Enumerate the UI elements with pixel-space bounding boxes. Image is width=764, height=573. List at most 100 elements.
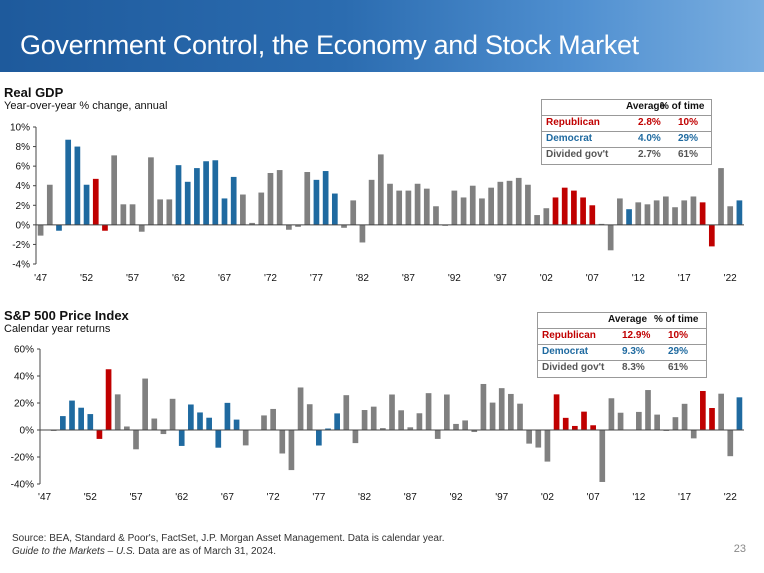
bar-1951	[78, 407, 84, 430]
bar-1952	[87, 414, 94, 430]
bar-2000	[525, 184, 531, 225]
bar-1995	[479, 198, 485, 225]
x-tick-label: '12	[632, 273, 645, 284]
x-tick-label: '47	[34, 273, 47, 284]
bar-2018	[690, 196, 697, 225]
sp-legend-divided-label: Divided gov't	[542, 362, 605, 373]
bar-2012	[635, 202, 642, 225]
bar-1966	[212, 160, 219, 225]
footer-note-italic: Guide to the Markets – U.S.	[12, 546, 136, 557]
sp-legend-republican-avg: 12.9%	[622, 330, 651, 341]
bar-2013	[645, 390, 651, 430]
bar-1967	[221, 198, 228, 225]
bar-1977	[313, 179, 320, 225]
bar-2019	[700, 390, 706, 430]
bar-1962	[175, 165, 182, 225]
bar-1982	[359, 224, 366, 243]
bar-1961	[169, 398, 176, 430]
footer-note-rest: Data are as of March 31, 2024.	[135, 546, 277, 557]
bar-2008	[599, 430, 606, 482]
bar-1979	[334, 413, 340, 430]
bar-1955	[111, 155, 118, 225]
bar-1997	[497, 181, 504, 225]
gdp-chart-title: Real GDP	[4, 85, 64, 100]
bar-1992	[453, 423, 459, 430]
x-tick-label: '52	[84, 492, 97, 503]
bar-1949	[56, 224, 62, 231]
bar-2001	[534, 215, 540, 225]
bar-1975	[297, 387, 304, 430]
bar-1956	[120, 204, 127, 225]
bar-1960	[157, 199, 163, 225]
sp-legend-democrat-avg: 9.3%	[622, 346, 645, 357]
bar-2019	[699, 202, 706, 225]
x-tick-label: '07	[586, 273, 599, 284]
y-tick-label: 10%	[10, 123, 30, 134]
bar-1976	[304, 172, 311, 225]
bar-1967	[224, 402, 231, 430]
gdp-legend-republican-avg: 2.8%	[638, 117, 661, 128]
bar-1984	[377, 154, 384, 225]
bar-1958	[142, 378, 148, 430]
y-tick-label: 8%	[16, 142, 31, 153]
sp-legend-divided-avg: 8.3%	[622, 362, 645, 373]
y-tick-label: -2%	[12, 240, 30, 251]
gdp-legend-divided-label: Divided gov't	[546, 149, 609, 160]
bar-2004	[561, 187, 568, 225]
bar-1966	[215, 430, 222, 448]
bar-1970	[249, 222, 255, 225]
bar-1983	[368, 179, 375, 225]
bar-1994	[471, 430, 478, 433]
bar-2020	[708, 224, 715, 247]
bar-2014	[653, 200, 660, 225]
gdp-legend-republican-pct: 10%	[678, 117, 699, 128]
bar-1981	[350, 200, 357, 225]
bar-1974	[288, 430, 295, 471]
bar-1973	[279, 430, 286, 454]
bar-1977	[316, 430, 322, 446]
bar-2021	[718, 168, 724, 225]
bar-1995	[480, 383, 487, 430]
bar-1960	[160, 430, 167, 435]
sp-legend-democrat-pct: 29%	[668, 346, 689, 357]
sp-legend: Average % of time Republican 12.9% 10% D…	[537, 312, 707, 378]
y-tick-label: 4%	[16, 181, 31, 192]
sp-legend-republican-pct: 10%	[668, 330, 689, 341]
bar-1965	[206, 417, 212, 430]
bar-1979	[331, 193, 338, 225]
bar-2012	[636, 411, 642, 430]
x-tick-label: '92	[449, 492, 462, 503]
bar-2011	[626, 209, 632, 225]
bar-2013	[644, 204, 651, 225]
bar-1992	[451, 190, 458, 225]
bar-2016	[672, 417, 679, 430]
gdp-chart: 10% 8% 6% 4% 2% 0% -2% -4% '47 '52 '57 '62 '67 '72 '77…	[10, 123, 744, 284]
bar-1994	[469, 185, 476, 225]
bar-1950	[65, 139, 72, 225]
y-tick-label: 6%	[16, 162, 31, 173]
bar-1965	[203, 161, 209, 225]
bar-1959	[148, 157, 154, 225]
bar-1953	[96, 430, 103, 439]
gdp-legend-republican-label: Republican	[546, 117, 600, 128]
x-tick-label: '97	[495, 492, 508, 503]
x-tick-label: '17	[678, 273, 691, 284]
bar-1987	[407, 427, 414, 430]
bar-1988	[414, 183, 421, 225]
bar-1969	[242, 430, 249, 446]
x-tick-label: '82	[356, 273, 369, 284]
y-tick-label: -4%	[12, 260, 30, 271]
y-tick-label: 60%	[14, 345, 34, 356]
bar-1950	[69, 400, 75, 430]
bar-1951	[74, 146, 81, 225]
y-tick-label: 40%	[14, 372, 34, 383]
bar-2021	[718, 393, 724, 430]
bar-2003	[553, 394, 560, 430]
bar-1987	[405, 190, 412, 225]
bar-1954	[105, 369, 112, 430]
bar-1958	[138, 224, 145, 232]
gdp-legend-divided-pct: 61%	[678, 149, 699, 160]
sp-legend-header-pct: % of time	[654, 314, 699, 325]
bar-2009	[607, 224, 614, 251]
bar-1997	[498, 388, 505, 430]
